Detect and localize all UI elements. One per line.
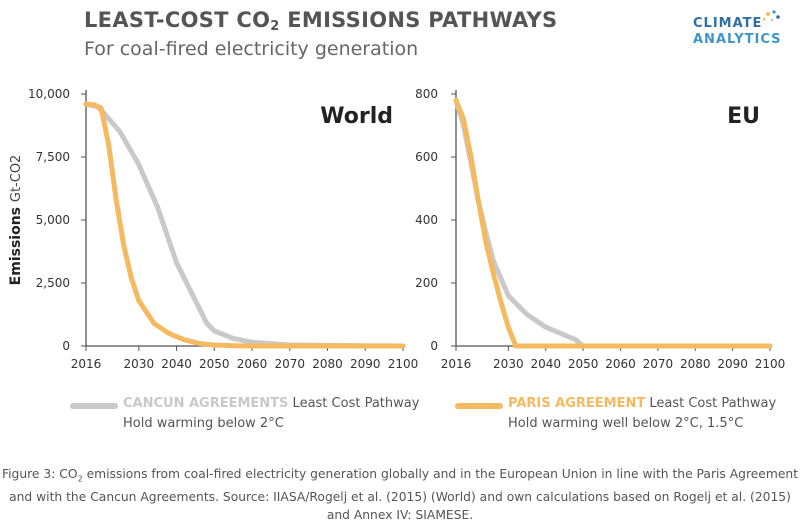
world-x-tick-label: 2030	[124, 357, 155, 371]
page-subtitle: For coal-fired electricity generation	[84, 38, 419, 60]
world-series-paris-line	[83, 101, 406, 349]
legend-paris-line2: Hold warming well below 2°C, 1.5°C	[508, 416, 744, 431]
eu-y-tick-label: 600	[415, 150, 438, 164]
logo-dots-icon	[762, 10, 780, 22]
world-panel-title: World	[320, 104, 393, 129]
eu-y-tick-label: 400	[415, 213, 438, 227]
legend-cancun-line2: Hold warming below 2°C	[123, 416, 284, 431]
logo-line1: CLIMATE	[693, 16, 763, 31]
world-x-tick-label: 2090	[350, 357, 381, 371]
eu-y-tick-label: 800	[415, 87, 438, 101]
world-x-tick-label: 2050	[199, 357, 230, 371]
world-y-tick-label: 7,500	[36, 150, 70, 164]
figure-caption: Figure 3: CO2 emissions from coal-fired …	[0, 465, 800, 524]
world-x-tick-label: 2060	[237, 357, 268, 371]
legend-cancun-swatch	[70, 403, 118, 409]
world-x-tick-label: 2100	[388, 357, 419, 371]
eu-x-tick-label: 2050	[568, 357, 599, 371]
world-x-tick-label: 2070	[275, 357, 306, 371]
world-y-tick-label: 5,000	[36, 213, 70, 227]
eu-x-tick-label: 2070	[643, 357, 674, 371]
page-title: LEAST-COST CO2 EMISSIONS PATHWAYS	[84, 8, 557, 34]
legend-paris-name: PARIS AGREEMENT	[508, 396, 646, 411]
world-y-tick-label: 0	[62, 339, 70, 353]
title-suffix: EMISSIONS PATHWAYS	[279, 8, 558, 32]
emissions-chart: 0 2,500 5,000 7,500 10,000 2016 2030 2040 2050 20…	[8, 87, 786, 371]
legend-paris-line1: PARIS AGREEMENT Least Cost Pathway	[508, 396, 776, 411]
legend-cancun-rest: Least Cost Pathway	[288, 396, 420, 411]
legend-cancun-name: CANCUN AGREEMENTS	[123, 396, 289, 411]
logo-line2: ANALYTICS	[693, 32, 782, 47]
title-prefix: LEAST-COST CO	[84, 8, 271, 32]
eu-x-tick-label: 2100	[755, 357, 786, 371]
eu-x-tick-label: 2016	[441, 357, 472, 371]
world-x-tick-label: 2016	[71, 357, 102, 371]
world-x-tick-label: 2040	[161, 357, 192, 371]
eu-x-tick-label: 2090	[717, 357, 748, 371]
legend-paris-swatch	[455, 403, 503, 409]
eu-series-paris-line	[453, 97, 773, 349]
eu-panel-title: EU	[727, 104, 760, 129]
caption-part2: emissions from coal-fired electricity ge…	[9, 467, 799, 523]
world-y-tick-label: 10,000	[28, 87, 70, 101]
y-axis-label: Emissions Gt-CO2	[8, 155, 24, 286]
eu-x-tick-label: 2040	[530, 357, 561, 371]
eu-x-tick-label: 2060	[605, 357, 636, 371]
title-subscript: 2	[270, 19, 280, 34]
eu-y-tick-label: 200	[415, 276, 438, 290]
legend-cancun-line1: CANCUN AGREEMENTS Least Cost Pathway	[123, 396, 419, 411]
world-y-tick-label: 2,500	[36, 276, 70, 290]
eu-x-tick-label: 2080	[680, 357, 711, 371]
world-series-cancun-line	[83, 101, 406, 349]
world-x-tick-label: 2080	[312, 357, 343, 371]
climate-analytics-logo: CLIMATE ANALYTICS	[690, 8, 790, 48]
eu-x-tick-label: 2030	[493, 357, 524, 371]
caption-part1: Figure 3: CO	[1, 467, 78, 481]
legend-paris-rest: Least Cost Pathway	[645, 396, 777, 411]
caption-subscript: 2	[77, 474, 83, 484]
eu-y-tick-label: 0	[430, 339, 438, 353]
